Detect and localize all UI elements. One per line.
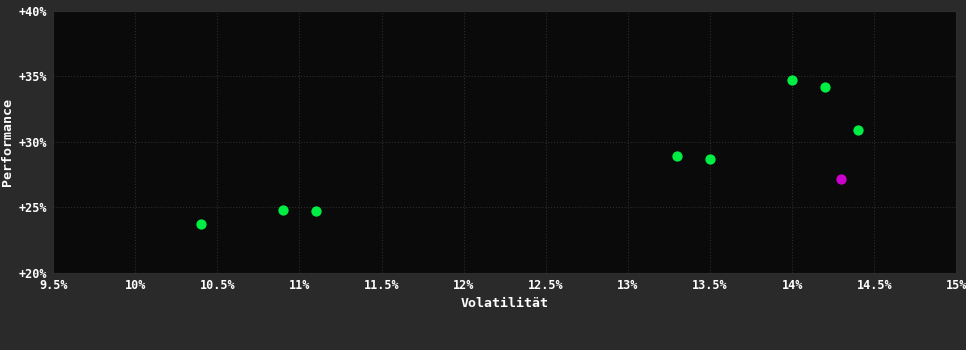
Point	[784, 77, 800, 83]
Point	[275, 207, 291, 213]
Point	[308, 209, 324, 214]
Point	[193, 222, 209, 227]
Y-axis label: Performance: Performance	[1, 98, 14, 186]
Point	[702, 156, 718, 162]
Point	[834, 176, 849, 181]
Point	[817, 84, 833, 89]
Point	[850, 127, 866, 133]
X-axis label: Volatilität: Volatilität	[461, 297, 549, 310]
Point	[669, 153, 685, 159]
